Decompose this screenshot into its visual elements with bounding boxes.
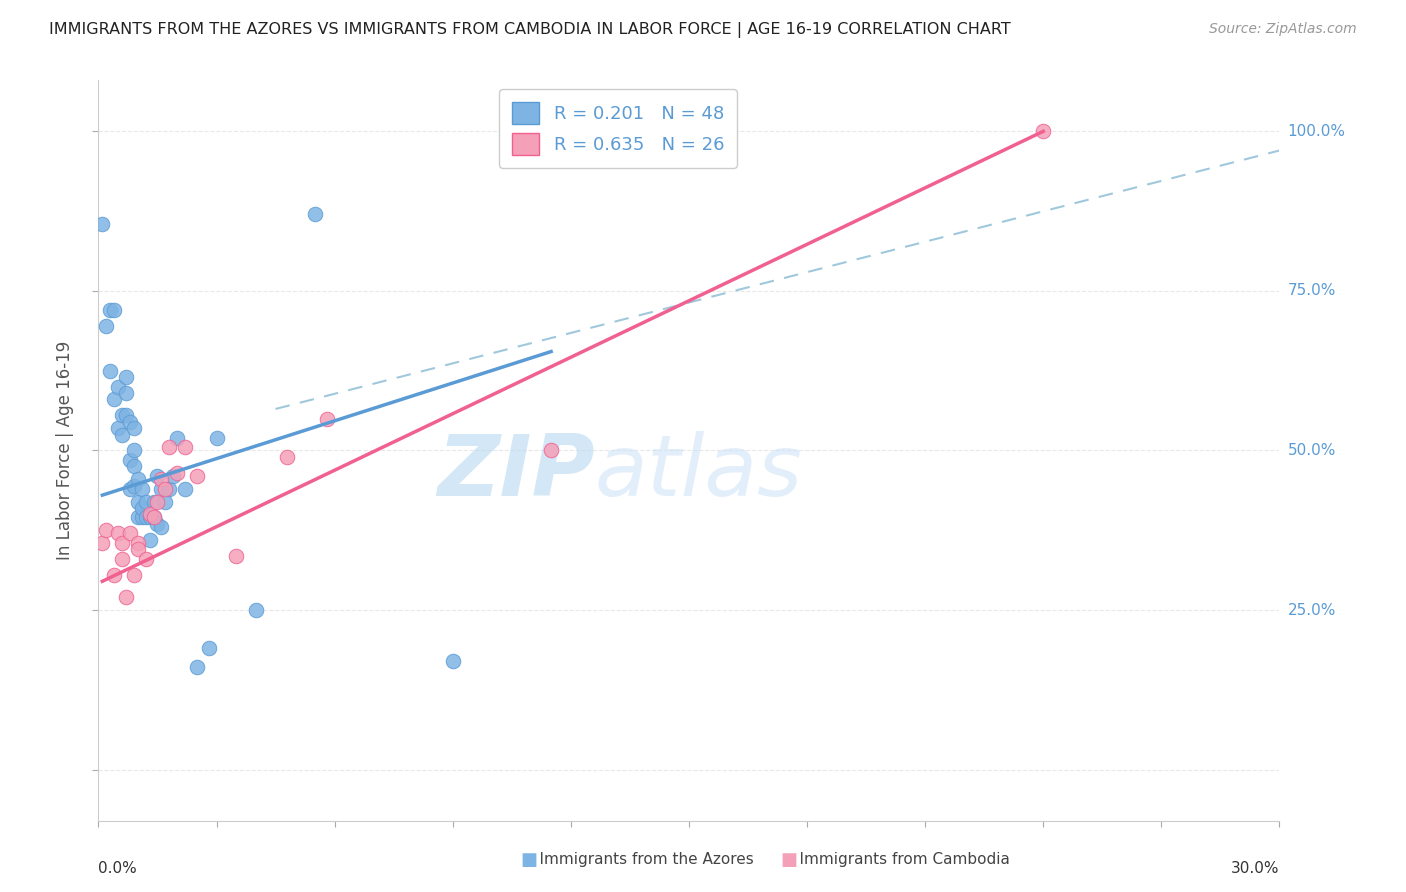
Point <box>96 318 118 333</box>
Point <box>111 427 134 442</box>
Point <box>111 409 134 423</box>
Point <box>107 526 129 541</box>
Point <box>118 415 141 429</box>
Point <box>131 500 153 515</box>
Point <box>276 450 298 464</box>
Text: ZIP: ZIP <box>437 431 595 514</box>
Point <box>98 303 121 318</box>
Point <box>138 533 160 547</box>
Point <box>315 411 337 425</box>
Point <box>111 536 134 550</box>
Point <box>138 510 160 524</box>
Text: Immigrants from the Azores: Immigrants from the Azores <box>520 853 754 867</box>
Point <box>205 431 228 445</box>
Point <box>122 568 145 582</box>
Point <box>245 603 267 617</box>
Point <box>115 591 138 605</box>
Point <box>142 510 165 524</box>
Point <box>107 379 129 393</box>
Point <box>107 421 129 435</box>
Point <box>1032 124 1054 138</box>
Point <box>441 654 464 668</box>
Point <box>91 217 114 231</box>
Text: Source: ZipAtlas.com: Source: ZipAtlas.com <box>1209 22 1357 37</box>
Point <box>135 510 157 524</box>
Point <box>225 549 247 563</box>
Point <box>142 494 165 508</box>
Point <box>166 466 188 480</box>
Point <box>304 207 326 221</box>
Point <box>186 660 208 674</box>
Point <box>142 510 165 524</box>
Text: 30.0%: 30.0% <box>1232 862 1279 876</box>
Point <box>118 482 141 496</box>
Point <box>155 494 177 508</box>
Point <box>131 510 153 524</box>
Point <box>103 392 125 407</box>
Point <box>150 472 173 486</box>
Point <box>98 364 121 378</box>
Point <box>127 472 149 486</box>
Point <box>127 494 149 508</box>
Point <box>115 386 138 401</box>
Point <box>103 568 125 582</box>
Text: ■: ■ <box>520 851 537 869</box>
Legend: R = 0.201   N = 48, R = 0.635   N = 26: R = 0.201 N = 48, R = 0.635 N = 26 <box>499 89 737 168</box>
Point <box>150 482 173 496</box>
Point <box>157 440 180 454</box>
Point <box>174 440 197 454</box>
Point <box>162 469 184 483</box>
Text: ■: ■ <box>780 851 797 869</box>
Point <box>118 526 141 541</box>
Point <box>150 520 173 534</box>
Point <box>118 453 141 467</box>
Point <box>186 469 208 483</box>
Point <box>155 482 177 496</box>
Text: atlas: atlas <box>595 431 803 514</box>
Point <box>540 124 562 138</box>
Text: IMMIGRANTS FROM THE AZORES VS IMMIGRANTS FROM CAMBODIA IN LABOR FORCE | AGE 16-1: IMMIGRANTS FROM THE AZORES VS IMMIGRANTS… <box>49 22 1011 38</box>
Point <box>96 523 118 537</box>
Point <box>127 542 149 557</box>
Text: 100.0%: 100.0% <box>1288 124 1346 139</box>
Text: 0.0%: 0.0% <box>98 862 138 876</box>
Point <box>135 494 157 508</box>
Point <box>197 641 219 656</box>
Point <box>115 370 138 384</box>
Point <box>91 536 114 550</box>
Point <box>146 469 169 483</box>
Text: 50.0%: 50.0% <box>1288 443 1336 458</box>
Point <box>122 421 145 435</box>
Point <box>127 536 149 550</box>
Point <box>138 508 160 522</box>
Text: Immigrants from Cambodia: Immigrants from Cambodia <box>780 853 1010 867</box>
Point <box>122 443 145 458</box>
Point <box>146 516 169 531</box>
Point <box>127 510 149 524</box>
Point <box>135 552 157 566</box>
Point <box>131 482 153 496</box>
Point <box>122 478 145 492</box>
Point <box>115 409 138 423</box>
Text: 25.0%: 25.0% <box>1288 602 1336 617</box>
Point <box>166 431 188 445</box>
Text: 75.0%: 75.0% <box>1288 284 1336 299</box>
Point <box>540 443 562 458</box>
Point <box>157 482 180 496</box>
Point <box>174 482 197 496</box>
Point <box>122 459 145 474</box>
Point <box>146 494 169 508</box>
Point <box>103 303 125 318</box>
Y-axis label: In Labor Force | Age 16-19: In Labor Force | Age 16-19 <box>56 341 75 560</box>
Point <box>111 552 134 566</box>
